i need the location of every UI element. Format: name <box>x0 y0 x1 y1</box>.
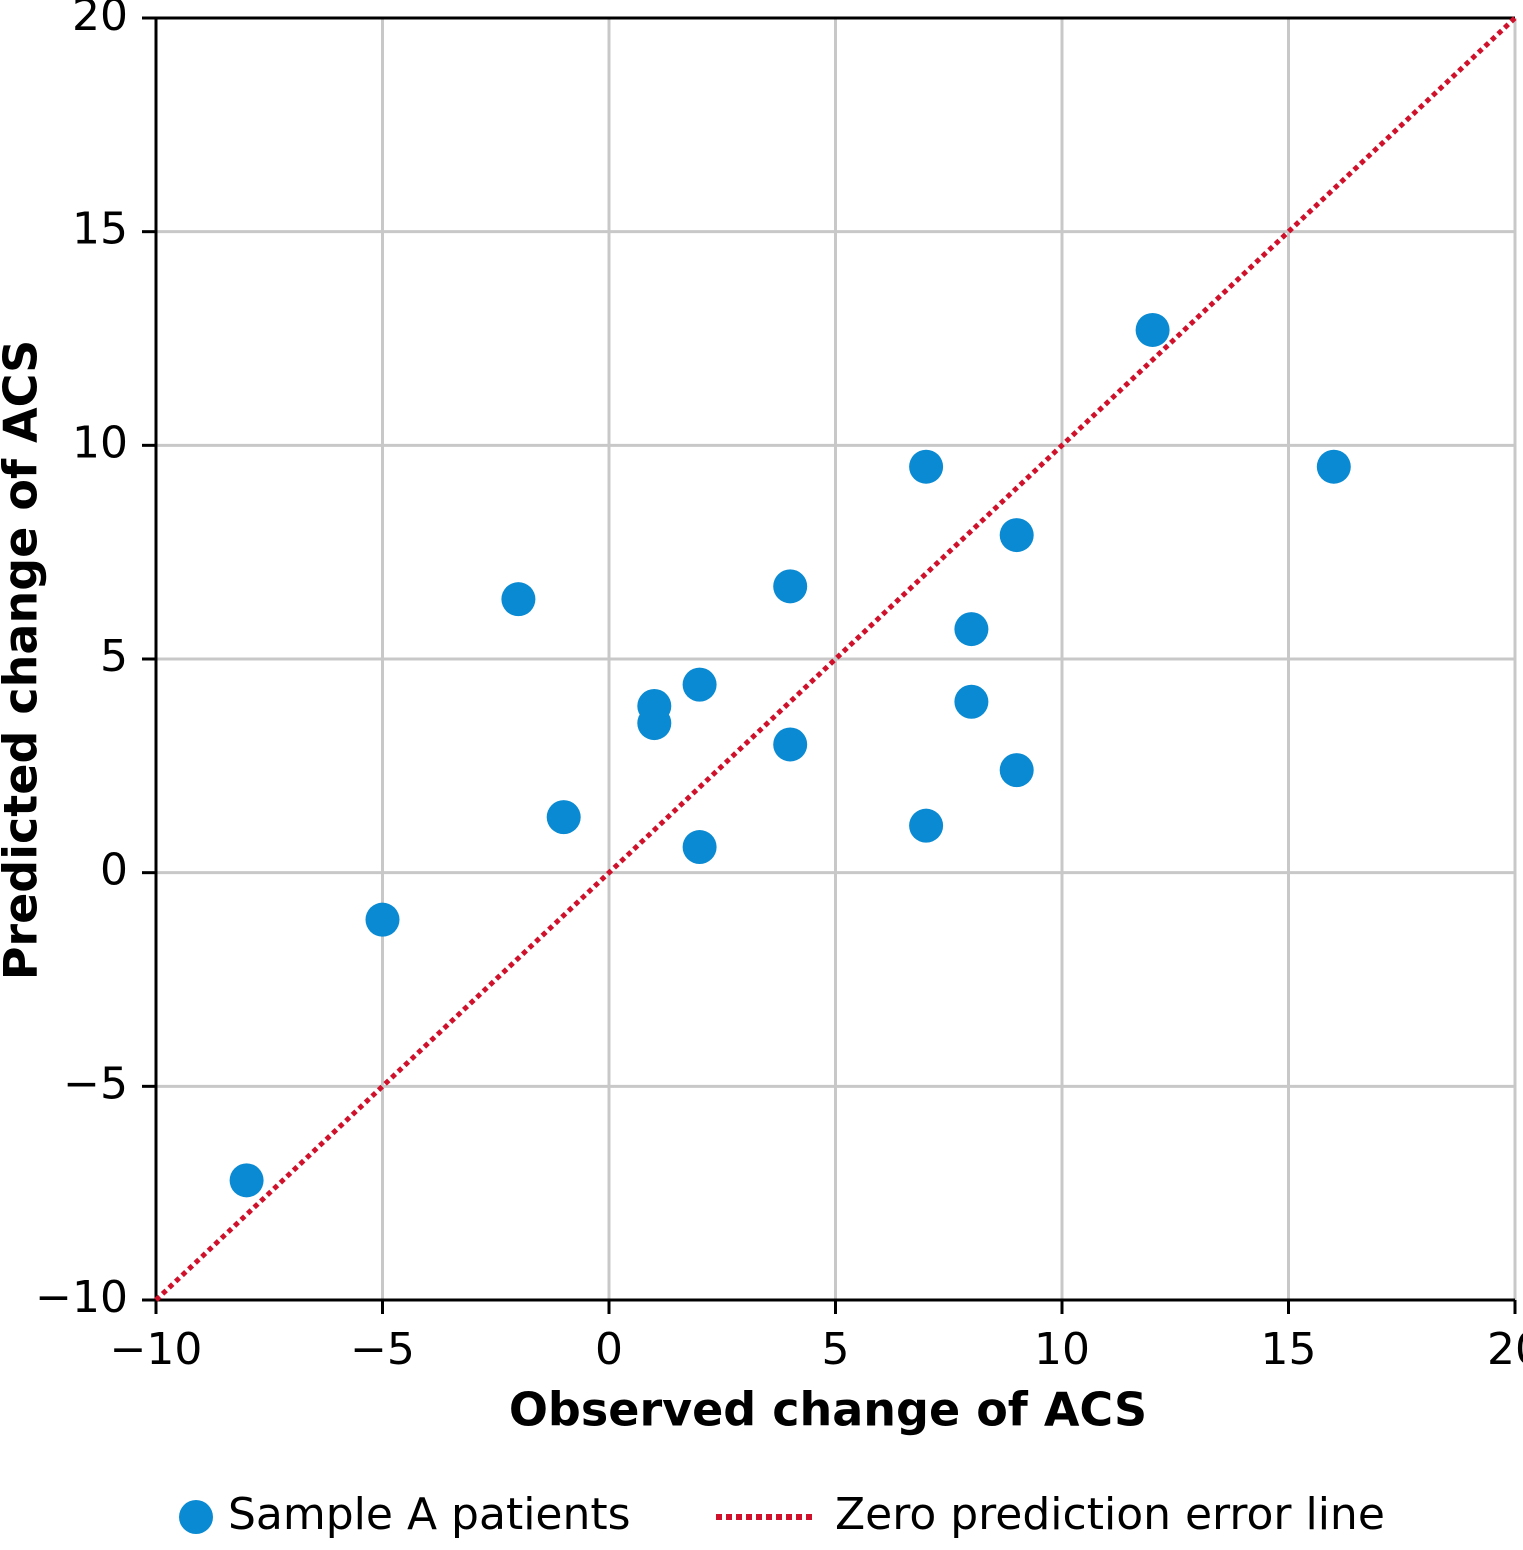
scatter-point <box>546 800 581 835</box>
legend-marker <box>179 1500 213 1534</box>
scatter-point <box>909 449 944 484</box>
scatter-point <box>909 808 944 843</box>
y-tick-label: 0 <box>100 845 128 896</box>
x-axis-title: Observed change of ACS <box>509 1383 1147 1437</box>
y-tick-label: −5 <box>63 1058 128 1109</box>
legend-label: Zero prediction error line <box>835 1489 1385 1540</box>
y-tick-label: 20 <box>72 0 128 41</box>
x-tick-label: −5 <box>350 1324 415 1375</box>
y-tick-label: 10 <box>72 417 128 468</box>
y-tick-label: −10 <box>35 1272 128 1323</box>
scatter-point <box>999 753 1034 788</box>
x-tick-label: 15 <box>1261 1324 1317 1375</box>
scatter-point <box>1316 449 1351 484</box>
y-tick-label: 5 <box>100 631 128 682</box>
scatter-point <box>773 569 808 604</box>
scatter-point <box>999 518 1034 553</box>
x-tick-label: 5 <box>822 1324 850 1375</box>
legend-label: Sample A patients <box>228 1489 631 1540</box>
scatter-point <box>773 727 808 762</box>
scatter-point <box>365 902 400 937</box>
scatter-point <box>682 667 717 702</box>
scatter-point <box>1135 312 1170 347</box>
scatter-point <box>229 1163 264 1198</box>
scatter-point <box>954 612 989 647</box>
x-tick-label: 0 <box>595 1324 623 1375</box>
scatter-point <box>954 684 989 719</box>
x-tick-label: 20 <box>1487 1324 1523 1375</box>
scatter-point <box>501 582 536 617</box>
axis-frame <box>154 16 1515 1302</box>
y-axis-title: Predicted change of ACS <box>0 340 48 981</box>
scatter-point <box>637 706 672 741</box>
scatter-point <box>682 830 717 865</box>
x-tick-label: 10 <box>1034 1324 1090 1375</box>
x-tick-label: −10 <box>110 1324 203 1375</box>
y-tick-label: 15 <box>72 204 128 255</box>
